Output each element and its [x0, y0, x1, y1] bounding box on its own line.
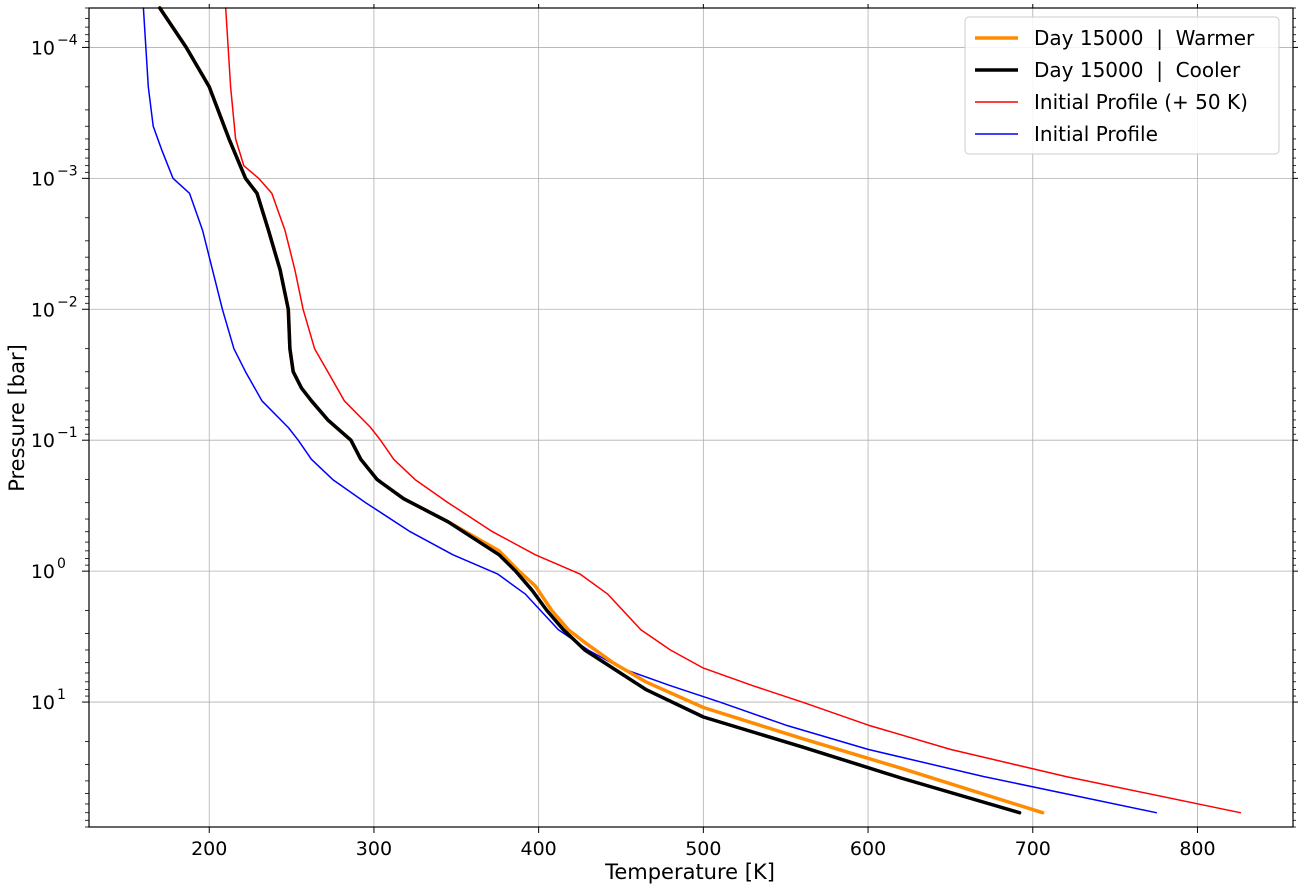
y-axis-label: Pressure [bar] — [5, 344, 29, 492]
x-tick-label: 500 — [685, 838, 721, 860]
axis-ticks — [82, 4, 1298, 833]
x-tick-label: 300 — [356, 838, 392, 860]
y-tick-label-exponent: −3 — [57, 163, 78, 179]
y-tick-label: 10 — [31, 692, 55, 714]
legend-label-initial-profile: Initial Profile — [1034, 122, 1158, 146]
y-tick-label: 10 — [31, 430, 55, 452]
series-line-initial-profile-50-k — [224, 7, 1242, 814]
series-line-initial-profile — [142, 7, 1158, 814]
y-tick-label: 10 — [31, 37, 55, 59]
legend: Day 15000 | Warmer Day 15000 | Cooler Init… — [964, 16, 1280, 155]
y-tick-label-exponent: 0 — [57, 556, 66, 572]
y-tick-label-exponent: −4 — [57, 32, 78, 48]
y-tick-label-exponent: −1 — [57, 425, 78, 441]
y-tick-label: 10 — [31, 561, 55, 583]
plot-series — [142, 6, 1242, 815]
series-line-day-15000-cooler — [158, 6, 1022, 815]
legend-label-initial-profile-50-k: Initial Profile (+ 50 K) — [1034, 90, 1248, 114]
legend-label-day-15000-cooler: Day 15000 | Cooler — [1034, 58, 1241, 82]
y-tick-label: 10 — [31, 299, 55, 321]
x-axis-label: Temperature [K] — [604, 860, 775, 884]
x-tick-label: 400 — [521, 838, 557, 860]
x-tick-label: 700 — [1015, 838, 1051, 860]
x-tick-label: 200 — [191, 838, 227, 860]
plot-frame — [88, 7, 1294, 828]
y-tick-label: 10 — [31, 168, 55, 190]
y-tick-label-exponent: −2 — [57, 294, 78, 310]
x-tick-label: 600 — [850, 838, 886, 860]
legend-label-day-15000-warmer: Day 15000 | Warmer — [1034, 26, 1255, 50]
y-tick-label-exponent: 1 — [57, 687, 66, 703]
x-tick-label: 800 — [1179, 838, 1215, 860]
grid-lines — [89, 8, 1293, 827]
x-axis-tick-labels: 200 300 400 500 600 700 800 — [191, 838, 1216, 860]
legend-box — [964, 16, 1280, 155]
